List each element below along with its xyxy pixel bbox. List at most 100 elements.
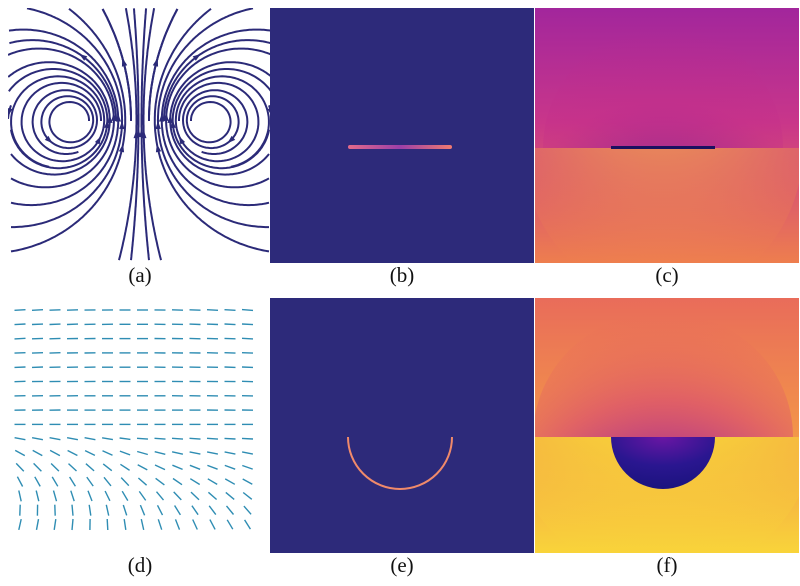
panel-c-phase — [535, 8, 799, 263]
streamline-arrow — [94, 136, 102, 145]
director-segment — [172, 477, 183, 486]
streamline-arrow — [178, 136, 186, 145]
panel-b-heatmap — [270, 8, 534, 263]
director-segment — [207, 478, 218, 486]
streamline-plot — [8, 8, 272, 261]
director-segment — [85, 463, 95, 472]
director-segment — [241, 451, 254, 455]
semicircle-defect — [611, 437, 715, 489]
director-field-plot — [14, 308, 254, 531]
line-cut — [611, 146, 715, 149]
caption-d: (d) — [127, 553, 153, 577]
director-segment — [33, 462, 42, 472]
director-segment — [119, 437, 131, 441]
director-segment — [224, 464, 236, 470]
panel-f-phase — [535, 298, 799, 553]
director-segment — [206, 309, 219, 311]
phase-map-semicircle — [535, 298, 799, 553]
director-segment — [242, 478, 253, 485]
director-segment — [226, 519, 234, 530]
streamline-arrow — [227, 135, 236, 144]
director-segment — [103, 476, 112, 487]
director-segment — [189, 464, 201, 470]
director-segment — [87, 490, 93, 502]
caption-e: (e) — [390, 553, 414, 577]
director-segment — [105, 504, 110, 516]
director-segment — [173, 491, 182, 501]
director-segment — [174, 519, 181, 530]
director-segment — [172, 464, 183, 471]
heatmap-background — [270, 8, 534, 263]
director-segment — [154, 451, 166, 455]
director-segment — [189, 451, 201, 455]
director-segment — [154, 437, 166, 440]
streamline-arrow — [121, 58, 128, 67]
director-segment — [101, 437, 114, 441]
director-segment — [241, 337, 254, 340]
director-segment — [224, 437, 236, 440]
streamline — [8, 61, 111, 176]
director-segment — [207, 464, 218, 470]
caption-b: (b) — [389, 263, 415, 287]
streamline-arrow — [155, 143, 162, 153]
director-segment — [49, 449, 61, 457]
director-segment — [241, 323, 254, 326]
director-segment — [189, 437, 201, 440]
heatmap-arc-plot — [270, 298, 534, 553]
director-segment — [32, 449, 43, 457]
director-segment — [88, 504, 92, 516]
streamline — [169, 61, 272, 176]
streamline-arrow — [170, 119, 176, 129]
streamline-arrow — [155, 120, 161, 130]
caption-f: (f) — [656, 553, 678, 577]
director-segment — [189, 478, 201, 486]
lower-lobe — [535, 437, 799, 553]
director-segment — [225, 491, 235, 500]
director-segment — [34, 476, 41, 487]
director-segment — [139, 504, 146, 516]
director-segment — [71, 518, 74, 531]
director-segment — [136, 437, 149, 440]
director-segment — [174, 505, 181, 516]
streamline-arrow — [107, 114, 113, 124]
director-segment — [66, 437, 79, 441]
lower-lobe — [535, 148, 799, 263]
director-segment — [224, 323, 236, 326]
streamline-arrow — [79, 53, 88, 61]
director-segment — [14, 323, 26, 326]
director-segment — [35, 490, 40, 502]
director-segment — [244, 519, 251, 530]
director-segment — [137, 464, 148, 471]
streamline-arrow — [118, 143, 125, 153]
director-segment — [84, 449, 96, 457]
director-segment — [18, 518, 22, 531]
director-segment — [35, 518, 40, 531]
director-segment — [49, 437, 61, 441]
streamline — [181, 89, 249, 155]
director-segment — [102, 463, 113, 472]
director-segment — [123, 518, 127, 531]
streamline-arrow — [104, 119, 110, 129]
director-segment — [15, 462, 25, 472]
director-segment — [241, 308, 254, 312]
director-segment — [68, 463, 77, 472]
upper-lobe — [535, 312, 793, 437]
director-segment — [16, 476, 24, 487]
director-segment — [242, 491, 253, 500]
director-segment — [121, 490, 129, 501]
director-segment — [156, 504, 164, 516]
director-segment — [69, 476, 76, 487]
director-segment — [154, 464, 166, 471]
director-segment — [119, 450, 131, 456]
director-segment — [14, 337, 26, 340]
director-segment — [70, 490, 75, 502]
director-segment — [14, 309, 26, 311]
streamline — [31, 89, 99, 155]
director-segment — [52, 490, 58, 502]
director-segment — [206, 451, 219, 455]
panel-d-director — [8, 298, 272, 553]
phase-map-line — [535, 8, 799, 263]
director-segment — [192, 519, 198, 530]
director-segment — [225, 505, 235, 515]
streamline-arrow — [133, 130, 139, 139]
